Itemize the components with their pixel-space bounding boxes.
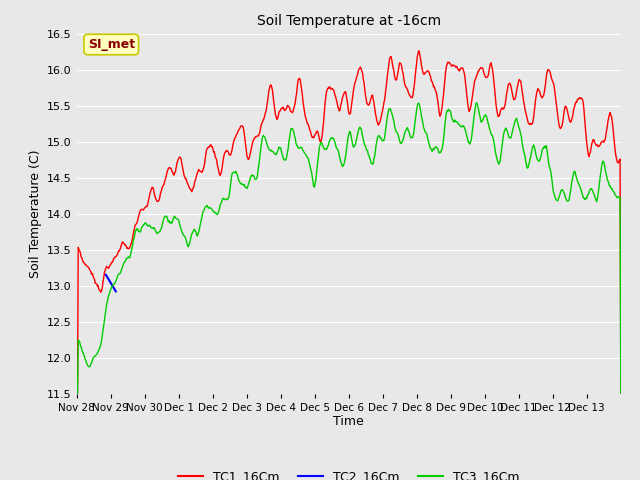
TC1_16Cm <box>617 391 625 396</box>
TC3_16Cm <box>73 391 81 396</box>
TC1_16Cm <box>284 103 292 109</box>
Line: TC2_16Cm: TC2_16Cm <box>106 275 116 291</box>
TC1_16Cm <box>137 207 145 213</box>
TC1_16Cm <box>405 91 413 96</box>
X-axis label: Time: Time <box>333 415 364 429</box>
TC1_16Cm <box>436 113 444 119</box>
Line: TC3_16Cm: TC3_16Cm <box>77 103 621 394</box>
Text: SI_met: SI_met <box>88 38 135 51</box>
TC1_16Cm <box>73 391 81 396</box>
TC1_16Cm <box>415 48 422 54</box>
TC3_16Cm <box>237 180 244 186</box>
Title: Soil Temperature at -16cm: Soil Temperature at -16cm <box>257 14 441 28</box>
Legend: TC1_16Cm, TC2_16Cm, TC3_16Cm: TC1_16Cm, TC2_16Cm, TC3_16Cm <box>173 465 525 480</box>
Y-axis label: Soil Temperature (C): Soil Temperature (C) <box>29 149 42 278</box>
TC3_16Cm <box>617 391 625 396</box>
Line: TC1_16Cm: TC1_16Cm <box>77 51 621 394</box>
TC3_16Cm <box>473 100 481 106</box>
TC3_16Cm <box>284 145 292 151</box>
TC3_16Cm <box>264 144 271 149</box>
TC1_16Cm <box>264 98 271 104</box>
TC1_16Cm <box>237 123 244 129</box>
TC3_16Cm <box>137 228 145 234</box>
TC3_16Cm <box>405 129 413 134</box>
TC3_16Cm <box>435 150 443 156</box>
